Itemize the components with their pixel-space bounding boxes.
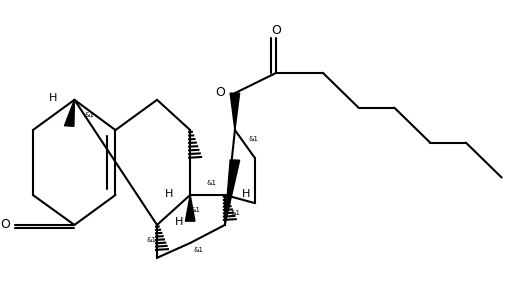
Text: &1: &1	[207, 180, 217, 186]
Text: &1: &1	[248, 136, 258, 142]
Text: &1: &1	[193, 247, 203, 253]
Polygon shape	[186, 195, 195, 221]
Text: O: O	[215, 86, 225, 99]
Text: &1: &1	[231, 210, 240, 216]
Text: &1: &1	[84, 112, 94, 118]
Text: &1: &1	[190, 207, 200, 213]
Text: H: H	[175, 217, 184, 227]
Text: O: O	[1, 219, 11, 231]
Text: O: O	[271, 24, 281, 37]
Text: H: H	[242, 189, 250, 198]
Text: &1: &1	[147, 237, 157, 243]
Polygon shape	[225, 160, 240, 225]
Text: H: H	[49, 93, 58, 103]
Text: H: H	[165, 189, 174, 198]
Polygon shape	[65, 100, 75, 126]
Polygon shape	[230, 93, 240, 130]
